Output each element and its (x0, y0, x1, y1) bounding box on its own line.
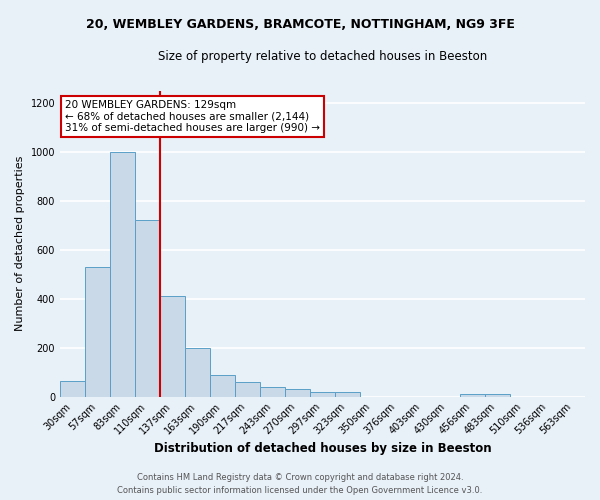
Title: Size of property relative to detached houses in Beeston: Size of property relative to detached ho… (158, 50, 487, 63)
Bar (260, 387, 285, 396)
Text: 20 WEMBLEY GARDENS: 129sqm
← 68% of detached houses are smaller (2,144)
31% of s: 20 WEMBLEY GARDENS: 129sqm ← 68% of deta… (65, 100, 320, 133)
Bar (460, 394, 485, 396)
Bar (485, 394, 510, 396)
Bar (110, 152, 135, 396)
Bar (160, 296, 185, 396)
Bar (235, 382, 260, 396)
Bar (335, 392, 360, 396)
Y-axis label: Number of detached properties: Number of detached properties (15, 156, 25, 332)
Bar (185, 348, 210, 397)
Bar (310, 392, 335, 396)
Bar (85, 267, 110, 396)
Bar (285, 390, 310, 396)
Bar (135, 220, 160, 396)
Bar (60, 381, 85, 396)
X-axis label: Distribution of detached houses by size in Beeston: Distribution of detached houses by size … (154, 442, 491, 455)
Bar (210, 374, 235, 396)
Text: Contains HM Land Registry data © Crown copyright and database right 2024.
Contai: Contains HM Land Registry data © Crown c… (118, 474, 482, 495)
Text: 20, WEMBLEY GARDENS, BRAMCOTE, NOTTINGHAM, NG9 3FE: 20, WEMBLEY GARDENS, BRAMCOTE, NOTTINGHA… (86, 18, 514, 30)
